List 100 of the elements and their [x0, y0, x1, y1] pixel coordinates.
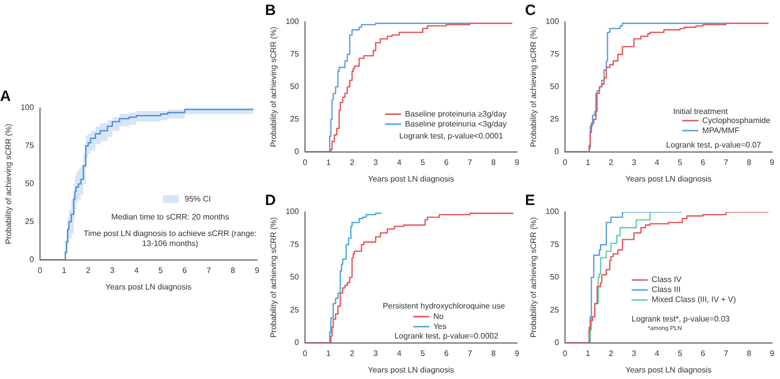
x-tick-label: 5	[678, 158, 683, 167]
annotation: Logrank test*, p-value=0.03	[632, 314, 730, 324]
x-tick-label: 4	[654, 348, 660, 358]
x-tick-label: 8	[746, 158, 752, 167]
x-tick-label: 7	[468, 158, 473, 167]
x-tick-label: 6	[700, 158, 706, 167]
y-tick-label: 75	[25, 141, 34, 150]
y-tick-label: 25	[290, 114, 300, 124]
x-tick-label: 1	[586, 158, 591, 167]
legend-label: Baseline proteinuria ≥3g/day	[405, 109, 506, 118]
x-tick-label: 5	[420, 158, 426, 167]
annotation: Logrank test, p-value=0.07	[666, 140, 762, 150]
legend-label: Cyclophosphamide	[702, 116, 771, 125]
x-tick-label: 3	[632, 158, 637, 167]
x-tick-label: 6	[444, 158, 450, 167]
legend-label: Class III	[652, 285, 681, 294]
x-tick-label: 9	[254, 266, 260, 275]
y-tick-label: 50	[290, 272, 300, 282]
chart-title: A	[0, 88, 11, 106]
x-tick-label: 2	[350, 158, 355, 167]
x-tick-label: 7	[724, 158, 729, 167]
x-tick-label: 0	[562, 348, 568, 358]
y-tick-label: 0	[554, 338, 560, 348]
chart-title: D	[265, 192, 276, 210]
y-tick-label: 75	[290, 50, 300, 59]
y-tick-label: 0	[294, 147, 300, 156]
legend-title: Initial treatment	[673, 106, 729, 116]
y-axis-title: Probability of achieving sCRR (%)	[4, 123, 14, 244]
y-axis-title: Probability of achieving sCRR (%)	[529, 26, 538, 148]
y-axis-title: Probability of achieving sCRR (%)	[269, 26, 278, 148]
y-tick-label: 25	[290, 305, 300, 314]
legend-label: No	[433, 312, 444, 321]
x-tick-label: 2	[350, 348, 355, 358]
y-tick-label: 0	[29, 255, 34, 264]
legend-label: Class IV	[652, 275, 682, 284]
chart-title: E	[525, 192, 536, 210]
y-tick-label: 100	[20, 103, 34, 112]
y-tick-label: 50	[550, 272, 560, 282]
x-tick-label: 1	[62, 266, 67, 275]
x-tick-label: 9	[770, 348, 775, 358]
legend-title: Persistent hydroxychloroquine use	[382, 301, 506, 310]
y-tick-label: 25	[25, 217, 34, 226]
x-tick-label: 8	[230, 266, 236, 275]
x-tick-label: 0	[302, 348, 308, 358]
y-axis-title: Probability of achieving sCRR (%)	[269, 216, 278, 338]
x-axis-title: Years post LN diagnosis	[368, 365, 454, 374]
x-tick-label: 8	[491, 348, 496, 358]
y-tick-label: 100	[286, 207, 300, 216]
x-tick-label: 7	[724, 348, 729, 358]
y-tick-label: 100	[546, 207, 560, 216]
x-tick-label: 3	[110, 266, 116, 275]
chart-title: C	[525, 2, 536, 20]
x-tick-label: 8	[746, 348, 752, 358]
x-axis-title: Years post LN diagnosis	[368, 174, 454, 184]
annotation: Logrank test, p-value<0.0001	[399, 131, 504, 140]
x-tick-label: 6	[182, 266, 188, 275]
x-tick-label: 0	[302, 158, 308, 167]
y-tick-label: 75	[550, 50, 560, 59]
x-tick-label: 1	[326, 348, 332, 358]
x-tick-label: 9	[514, 348, 520, 358]
x-tick-label: 4	[134, 266, 140, 275]
x-tick-label: 5	[158, 266, 164, 275]
x-tick-label: 6	[700, 348, 706, 358]
x-tick-label: 9	[770, 158, 775, 167]
annotation: 95% CI	[184, 194, 211, 204]
annotation: Time post LN diagnosis to achieve sCRR (range: 13-106 months)	[84, 229, 257, 248]
y-tick-label: 25	[550, 305, 560, 314]
x-tick-label: 3	[373, 348, 378, 358]
x-tick-label: 1	[586, 348, 591, 358]
x-tick-label: 4	[396, 348, 402, 358]
legend-label: Yes	[433, 322, 446, 331]
x-tick-label: 2	[608, 348, 614, 358]
y-tick-label: 50	[550, 82, 560, 92]
x-tick-label: 1	[326, 158, 332, 167]
x-tick-label: 0	[38, 266, 43, 275]
annotation: Median time to sCRR: 20 months	[111, 212, 230, 222]
x-tick-label: 8	[491, 158, 496, 167]
x-tick-label: 5	[678, 348, 683, 358]
x-tick-label: 4	[654, 158, 660, 167]
x-tick-label: 7	[206, 266, 212, 275]
x-axis-title: Years post LN diagnosis	[625, 174, 712, 184]
x-tick-label: 3	[632, 348, 637, 358]
x-tick-label: 9	[514, 158, 520, 167]
chart-title: B	[265, 2, 276, 20]
x-axis-title: Years post LN diagnosis	[625, 365, 712, 374]
y-tick-label: 50	[25, 179, 34, 188]
legend-label: Mixed Class (III, IV + V)	[652, 295, 736, 304]
legend-label: Baseline proteinuria <3g/day	[405, 119, 507, 128]
x-tick-label: 6	[444, 348, 450, 358]
y-tick-label: 0	[554, 147, 560, 156]
y-tick-label: 50	[290, 82, 300, 92]
y-tick-label: 75	[290, 240, 300, 249]
y-tick-label: 0	[294, 338, 300, 348]
legend-label: MPA/MMF	[702, 126, 740, 135]
x-tick-label: 5	[420, 348, 426, 358]
y-tick-label: 75	[550, 240, 560, 249]
x-tick-label: 2	[86, 266, 91, 275]
y-axis-title: Probability of achieving sCRR (%)	[529, 216, 538, 338]
y-tick-label: 25	[550, 114, 560, 124]
x-tick-label: 0	[562, 158, 568, 167]
